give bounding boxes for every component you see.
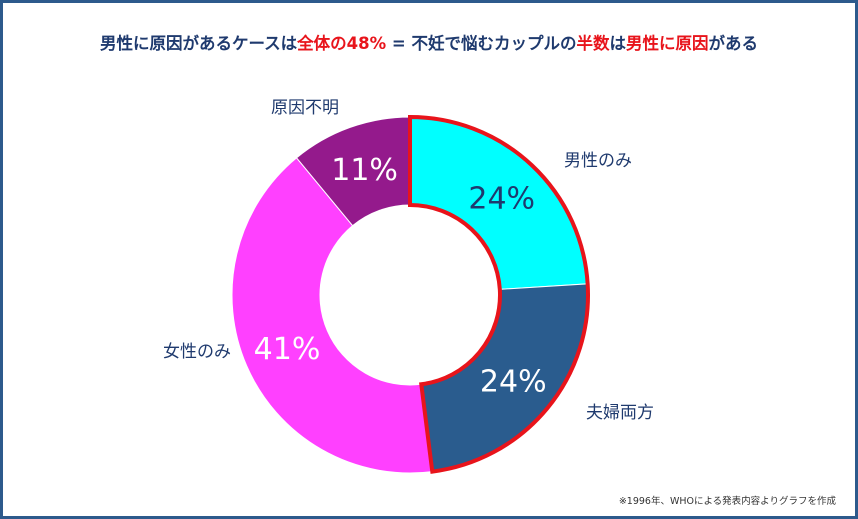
title-highlight-3: 男性に原因: [626, 34, 709, 53]
source-note: ※1996年、WHOによる発表内容よりグラフを作成: [618, 496, 836, 507]
category-label-2: 夫婦両方: [586, 403, 654, 423]
value-label-4: 11%: [331, 153, 398, 188]
value-label-3: 41%: [254, 332, 321, 367]
chart-title: 男性に原因があるケースは全体の48% = 不妊で悩むカップルの半数は男性に原因が…: [0, 30, 858, 54]
title-part-2: = 不妊で悩むカップルの: [386, 34, 577, 53]
title-part-3: は: [609, 34, 627, 53]
title-highlight-1: 全体の48%: [297, 34, 387, 53]
highlight-outline: [408, 114, 590, 474]
title-part-1: 男性に原因があるケースは: [99, 34, 298, 53]
value-label-2: 24%: [480, 364, 547, 399]
category-label-3: 女性のみ: [163, 342, 231, 362]
value-label-1: 24%: [468, 181, 535, 216]
category-label-1: 男性のみ: [564, 151, 632, 171]
title-part-4: がある: [708, 34, 759, 53]
donut-slice-3: [231, 157, 433, 474]
title-highlight-2: 半数: [576, 34, 610, 53]
category-label-4: 原因不明: [271, 98, 339, 118]
